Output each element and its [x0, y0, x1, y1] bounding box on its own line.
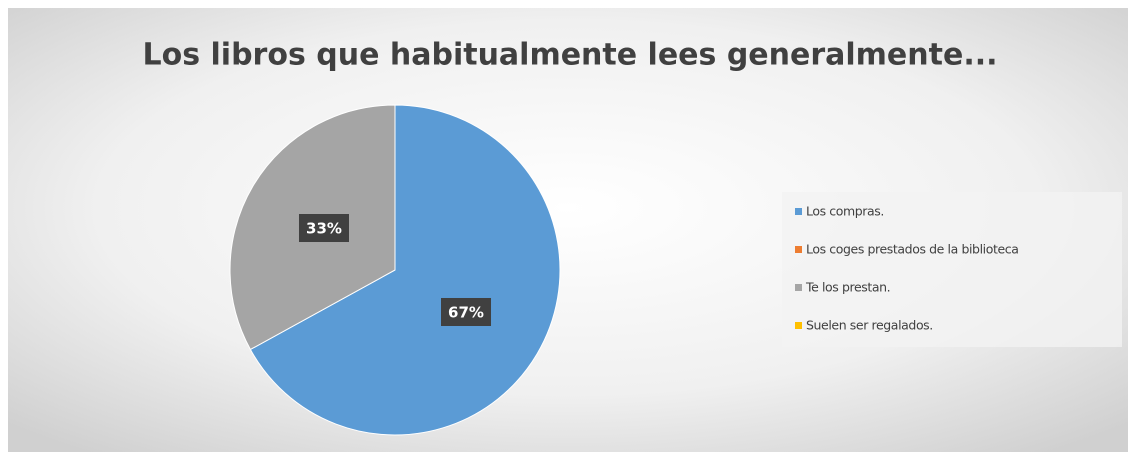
data-label-box: [298, 214, 349, 243]
legend-label: Suelen ser regalados.: [806, 318, 933, 333]
data-label: 67%: [448, 303, 484, 321]
legend-swatch: [795, 322, 802, 329]
legend-label: Los coges prestados de la biblioteca: [806, 242, 1019, 257]
legend-label: Te los prestan.: [805, 280, 890, 295]
legend-label: Los compras.: [806, 204, 884, 219]
data-label-box: [441, 297, 492, 326]
legend-swatch: [795, 284, 802, 291]
chart-title: Los libros que habitualmente lees genera…: [142, 38, 997, 73]
legend-swatch: [795, 246, 802, 253]
pie-slice: [249, 104, 561, 436]
legend-swatch: [795, 208, 802, 215]
legend-box: [782, 192, 1122, 347]
data-label: 33%: [306, 220, 342, 238]
